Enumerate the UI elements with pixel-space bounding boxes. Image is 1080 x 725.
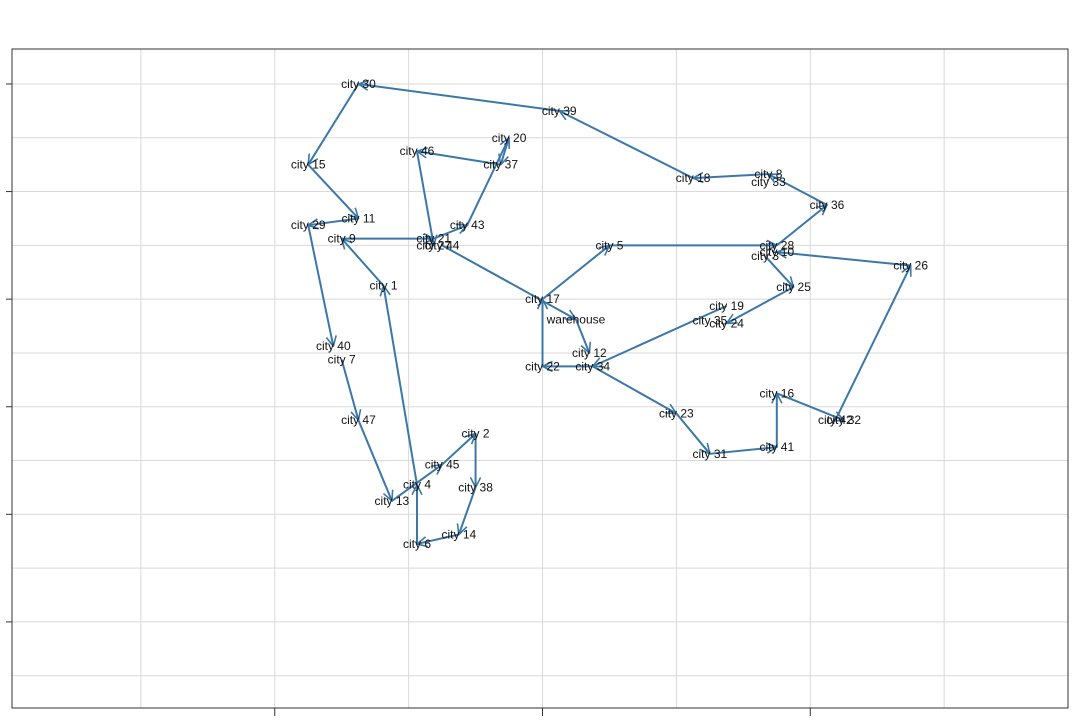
route-arrow — [433, 225, 467, 240]
node-label: city 11 — [342, 211, 376, 225]
node-label: city 12 — [572, 346, 607, 360]
node-label: city 22 — [525, 359, 560, 373]
route-arrow — [592, 365, 677, 413]
route-arrow — [459, 487, 477, 534]
node-label: city 24 — [709, 316, 744, 330]
node-label: city 39 — [542, 104, 577, 118]
node-label: city 17 — [525, 292, 560, 306]
route-arrow — [675, 412, 709, 453]
plot-frame — [11, 48, 1069, 709]
node-label: city 5 — [595, 238, 623, 252]
node-label: city 28 — [759, 238, 794, 252]
route-arrow — [358, 84, 560, 112]
route-arrow — [308, 217, 359, 225]
route-arrow — [441, 434, 475, 466]
route-arrow — [575, 318, 589, 353]
node-label: city 16 — [759, 386, 794, 400]
route-arrow — [559, 109, 694, 180]
node-label: city 27 — [416, 238, 451, 252]
route-arrow — [417, 533, 460, 544]
route-arrow — [693, 174, 769, 178]
node-label: city 19 — [709, 299, 744, 313]
route-arrow — [593, 304, 728, 367]
node-label: city 30 — [341, 77, 376, 91]
node-label: city 37 — [483, 158, 518, 172]
node-label: city 43 — [450, 218, 485, 232]
route-arrow — [441, 244, 576, 321]
node-label: city 3 — [751, 249, 779, 263]
route-arrow — [384, 286, 418, 485]
route-arrow — [727, 286, 795, 325]
node-label: city 18 — [676, 171, 711, 185]
route-arrow — [307, 163, 358, 219]
node-label: city 9 — [328, 232, 356, 246]
node-label: city 2 — [462, 427, 490, 441]
grid-layer — [12, 49, 1068, 708]
node-label: city 45 — [425, 458, 460, 472]
node-label: city 33 — [751, 175, 786, 189]
node-label: city 21 — [416, 232, 451, 246]
node-label: city 1 — [370, 279, 398, 293]
node-label: city 6 — [403, 537, 431, 551]
node-label: city 10 — [759, 245, 794, 259]
route-arrow — [342, 239, 385, 287]
route-arrow — [307, 224, 333, 346]
node-label: city 47 — [341, 413, 376, 427]
node-label: city 41 — [759, 440, 794, 454]
node-label: city 15 — [291, 158, 326, 172]
node-label: city 20 — [492, 131, 527, 145]
node-label: city 31 — [693, 447, 728, 461]
node-label: city 34 — [575, 359, 610, 373]
node-label: warehouse — [546, 312, 606, 326]
node-label: city 23 — [659, 406, 694, 420]
node-label: city 40 — [316, 339, 351, 353]
node-label: city 13 — [375, 494, 410, 508]
route-arrow — [501, 137, 510, 165]
node-label: city 44 — [425, 238, 460, 252]
node-label: city 38 — [458, 480, 493, 494]
route-arrow — [541, 245, 610, 300]
route-arrow — [466, 138, 509, 226]
route-arrow — [776, 205, 827, 247]
route-arrow — [777, 252, 911, 267]
route-arrow — [308, 83, 360, 165]
axis-ticks — [6, 83, 811, 716]
node-label: city 8 — [754, 167, 782, 181]
node-label: city 42 — [818, 413, 853, 427]
route-arrow — [417, 151, 501, 166]
route-edges — [308, 84, 910, 544]
route-arrow — [357, 419, 391, 501]
route-arrow — [416, 151, 434, 245]
node-label: city 7 — [328, 353, 356, 367]
node-label: city 35 — [693, 314, 728, 328]
route-arrow — [764, 255, 793, 287]
node-label: city 26 — [893, 259, 928, 273]
node-label: city 4 — [403, 478, 431, 492]
route-arrow — [709, 447, 777, 455]
node-label: city 25 — [776, 280, 811, 294]
node-label: city 14 — [441, 528, 476, 542]
route-arrow — [834, 266, 910, 421]
node-label: city 29 — [291, 218, 326, 232]
route-arrow — [776, 392, 844, 420]
node-label: city 46 — [400, 144, 435, 158]
route-arrow — [340, 359, 359, 421]
route-arrow — [768, 173, 828, 206]
node-label: city 36 — [810, 198, 845, 212]
node-label: city 32 — [826, 413, 861, 427]
